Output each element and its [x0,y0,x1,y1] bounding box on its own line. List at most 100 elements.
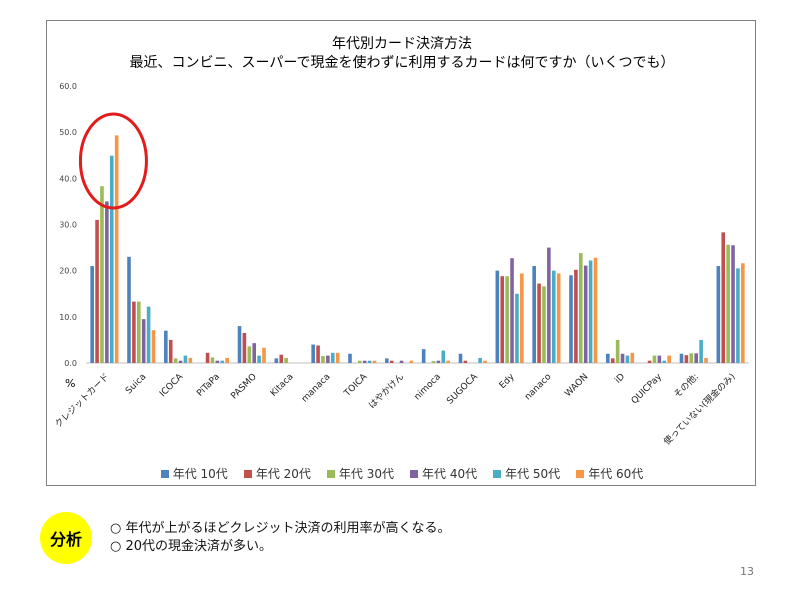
bar [348,353,352,363]
bar [114,135,119,363]
analysis-notes: ○ 年代が上がるほどクレジット決済の利用率が高くなる。 ○ 20代の現金決済が多… [110,520,450,556]
legend-swatch [326,469,335,478]
x-tick-label: manaca [300,372,333,405]
bar [210,357,215,363]
bar [647,360,652,363]
bar [257,355,261,363]
bar [704,357,708,363]
x-tick-label: iD [613,372,627,386]
bar [421,349,426,363]
page-number: 13 [740,565,754,578]
bar [630,352,635,363]
bar [367,360,372,363]
bar [483,360,487,363]
bar [252,343,256,363]
bar [684,355,689,363]
bar [441,350,446,363]
bar [141,319,146,363]
bar [409,360,414,363]
bar [689,353,694,363]
x-tick-label: PASMO [229,372,258,401]
legend-label: 年代 20代 [255,467,311,481]
bar [726,244,730,363]
bar [164,330,168,363]
bar [463,360,468,363]
bar [247,346,252,363]
x-tick-label: PiTaPa [195,372,222,399]
bar [168,339,173,363]
bar [500,276,505,363]
y-tick-label: 60.0 [59,82,77,91]
chart-title: 年代別カード決済方法 [332,36,472,52]
x-tick-label: はやかけん [367,371,407,411]
legend-item: 年代 50代 [493,465,560,482]
x-tick-label: nanaco [523,372,554,403]
bar [105,201,109,363]
legend-label: 年代 50代 [505,467,561,481]
bar [385,358,389,363]
bar [137,301,141,363]
legend-swatch [493,469,502,478]
bar [188,357,193,363]
bar [458,353,463,363]
bar [551,270,556,363]
bar [510,258,514,363]
legend-swatch [243,469,252,478]
legend-swatch [160,469,169,478]
y-tick-label: 40.0 [59,174,77,183]
bar [237,326,242,363]
bar [532,266,536,363]
bar [699,339,703,363]
bar [588,260,593,363]
bar [205,352,210,363]
bar [569,275,573,363]
y-tick-label: 30.0 [59,221,77,230]
bar [593,257,598,363]
bar [505,276,509,363]
bar-chart: 60.0 50.0 40.0 30.0 20.0 10.0 0.0%クレジットカード Suic… [53,82,749,448]
x-tick-label: nimoca [413,372,443,402]
x-tick-label: 使っていない(現金のみ) [661,371,738,448]
bar [225,357,229,363]
bar [610,358,615,363]
bar [132,301,136,363]
bar [274,358,279,363]
bar [583,265,588,363]
x-tick-label: TOICA [342,371,370,399]
bar [326,355,330,363]
bar [606,353,610,363]
bar [311,344,315,363]
bar [151,330,156,363]
analysis-note-2: ○ 20代の現金決済が多い。 [110,539,273,554]
y-axis-label: % [65,377,75,390]
analysis-note-1: ○ 年代が上がるほどクレジット決済の利用率が高くなる。 [110,521,451,536]
bar [556,273,561,363]
legend-item: 年代 30代 [326,465,394,482]
bar [372,360,377,363]
x-tick-label: その他: [671,371,701,401]
bar [652,355,657,363]
bar [574,269,578,363]
bar [95,219,99,363]
bar [316,345,320,363]
bar [679,353,684,363]
bar [178,360,183,363]
legend-swatch [410,469,418,478]
bar [436,360,441,363]
x-tick-label: Suica [124,372,148,396]
bar [547,247,551,363]
bar [279,354,284,363]
y-tick-label: 0.0 [64,359,77,368]
bar [625,355,630,363]
bar [321,356,325,363]
bar [358,360,362,363]
bar [399,360,404,363]
y-tick-label: 20.0 [59,267,77,276]
bar [215,360,220,363]
bar [173,358,178,363]
bar [615,339,620,363]
bar [694,353,698,363]
x-tick-label: ICOCA [158,371,186,399]
x-tick-label: WAON [563,372,590,399]
x-tick-label: クレジットカード [53,371,112,430]
